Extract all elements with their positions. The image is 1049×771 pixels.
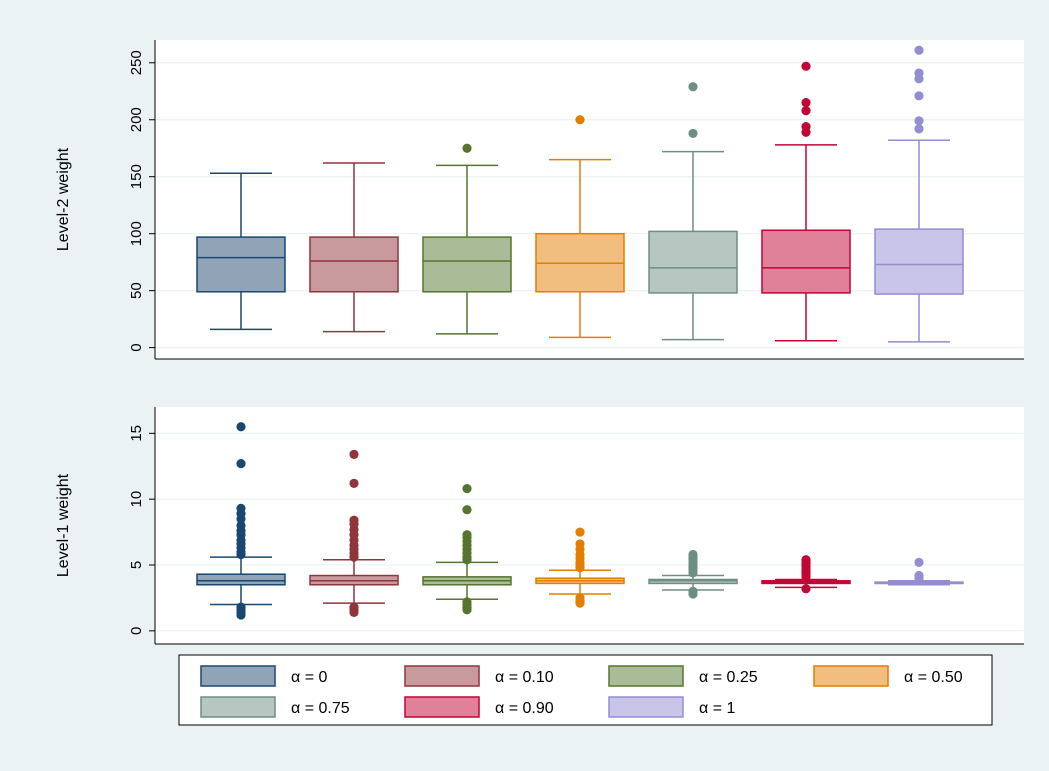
outlier-point [462,143,472,153]
outlier-point [575,115,585,125]
legend-swatch [608,665,684,687]
box-5 [761,555,851,594]
y-tick-label: 50 [128,282,145,299]
y-tick-label: 250 [128,50,145,75]
legend-label: α = 0 [291,669,327,686]
y-axis-label: Level-2 weight [55,147,72,251]
outlier-point [914,68,924,78]
legend-label: α = 0.50 [904,669,963,686]
legend-swatch [608,696,684,718]
outlier-point [349,515,359,525]
outlier-point [462,597,472,607]
outlier-point [914,116,924,126]
box-6 [874,45,964,343]
y-tick-label: 0 [128,343,145,351]
box-1 [309,162,399,333]
outlier-point [801,98,811,108]
box-3 [535,527,625,608]
outlier-point [575,539,585,549]
plot-area [155,40,1024,359]
y-tick-label: 15 [128,425,145,442]
box-4 [648,549,738,599]
y-tick-label: 200 [128,107,145,132]
y-tick-label: 100 [128,221,145,246]
y-tick-label: 0 [128,627,145,635]
legend-label: α = 0.90 [495,700,554,717]
outlier-point [801,584,811,594]
box-0 [196,172,286,331]
outlier-point [236,459,246,469]
outlier-point [688,586,698,596]
box-iqr [874,228,964,295]
outlier-point [688,82,698,92]
outlier-point [801,555,811,565]
outlier-point [575,527,585,537]
legend-entries: α = 0 α = 0.10 α = 0.25 α = 0.50 α = 0.75 α =… [200,665,963,718]
box-iqr [422,236,512,293]
outlier-point [236,422,246,432]
panel-level-1: 0 5 10 15 Level-1 weight [55,407,1024,645]
outlier-point [801,61,811,71]
legend: α = 0 α = 0.10 α = 0.25 α = 0.50 α = 0.75 α =… [178,654,993,726]
outlier-point [349,602,359,612]
outlier-point [688,128,698,139]
box-3 [535,115,625,339]
box-0 [196,422,286,620]
outlier-point [914,557,924,567]
outlier-point [236,503,246,513]
box-iqr [196,573,286,586]
box-6 [874,557,964,586]
outlier-point [914,570,924,581]
box-1 [309,449,399,618]
legend-label: α = 0.25 [699,669,758,686]
outlier-point [462,484,472,494]
legend-label: α = 1 [699,700,735,717]
legend-swatch [200,696,276,718]
outlier-point [801,121,811,132]
outlier-point [462,530,472,540]
box-2 [422,484,512,615]
box-4 [648,82,738,341]
outlier-point [914,124,924,134]
legend-swatch [813,665,889,687]
outlier-point [236,602,246,612]
legend-swatch [404,665,480,687]
legend-label: α = 0.10 [495,669,554,686]
outlier-point [236,520,246,531]
y-tick-label: 5 [128,561,145,569]
box-iqr [196,236,286,293]
legend-swatch [404,696,480,718]
outlier-point [914,91,924,101]
outlier-point [801,106,811,116]
outlier-point [914,45,924,55]
outlier-point [688,549,698,560]
box-iqr [761,229,851,294]
legend-label: α = 0.75 [291,700,350,717]
y-axis-label: Level-1 weight [55,473,72,577]
plot-area [155,407,1024,644]
box-5 [761,61,851,342]
outlier-point [349,478,359,488]
y-tick-label: 10 [128,491,145,508]
y-tick-label: 150 [128,164,145,189]
box-iqr [309,236,399,293]
panel-level-2: 0 50 100 150 200 250 Level-2 weight [55,40,1024,360]
box-2 [422,143,512,335]
box-iqr [648,230,738,294]
outlier-point [349,449,359,459]
outlier-point [575,593,585,603]
legend-swatch [200,665,276,687]
outlier-point [462,505,472,515]
